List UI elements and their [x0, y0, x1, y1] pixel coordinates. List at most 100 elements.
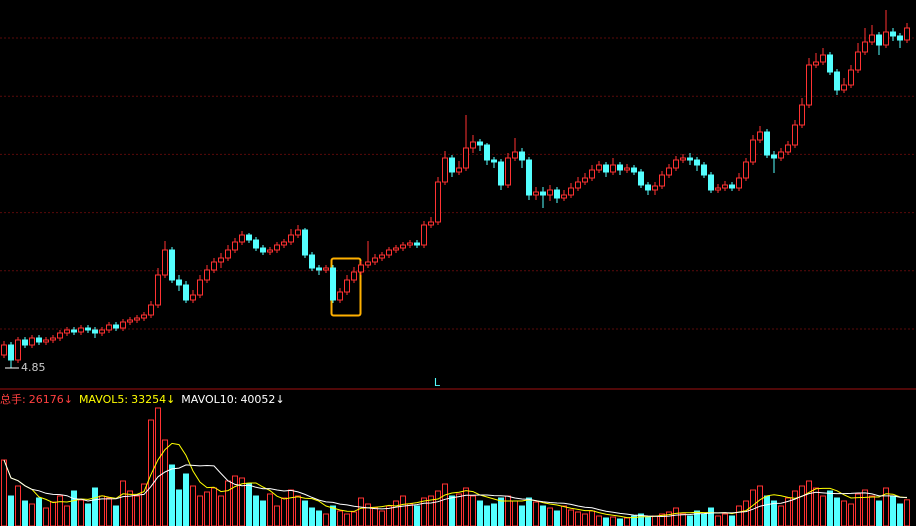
volume-bar — [624, 517, 630, 526]
volume-bar — [323, 513, 329, 526]
volume-bar — [764, 495, 770, 526]
volume-bar — [190, 485, 196, 526]
candle-body — [708, 174, 714, 191]
candle-body — [400, 244, 406, 249]
candle-body — [421, 224, 427, 246]
candle-body — [274, 244, 280, 251]
candle-body — [694, 159, 700, 166]
legend-label: MAVOL5: — [79, 393, 128, 406]
candle-body — [386, 249, 392, 256]
candle-body — [78, 327, 84, 333]
candle-body — [428, 221, 434, 226]
volume-bar — [169, 464, 175, 526]
candle-body — [568, 187, 574, 196]
volume-bar — [106, 497, 112, 526]
volume-bar — [610, 516, 616, 526]
candle-body — [519, 151, 525, 161]
candle-body — [610, 164, 616, 173]
candle-body — [757, 131, 763, 141]
volume-bar — [92, 487, 98, 526]
candle-body — [883, 31, 889, 46]
volume-bar — [43, 507, 49, 526]
candle-body — [330, 267, 336, 301]
candle-body — [169, 249, 175, 281]
candle-body — [652, 185, 658, 191]
volume-bar — [71, 490, 77, 526]
volume-bar — [659, 513, 665, 526]
candle-body — [561, 194, 567, 199]
candle-body — [701, 164, 707, 176]
candle-body — [596, 164, 602, 171]
candle-body — [575, 181, 581, 189]
candle-body — [687, 157, 693, 161]
legend-arrow: ↓ — [166, 393, 175, 406]
grid — [0, 37, 916, 330]
volume-bar — [134, 495, 140, 526]
candle-body — [316, 267, 322, 271]
volume-bar — [463, 487, 469, 526]
volume-bar — [260, 500, 266, 526]
volume-bar — [491, 503, 497, 526]
low-label: 4.85 — [21, 361, 46, 374]
candle-body — [764, 131, 770, 156]
volume-bar — [792, 490, 798, 526]
candle-body — [253, 239, 259, 249]
candle-body — [211, 261, 217, 271]
candle-body — [267, 249, 273, 253]
legend-label: MAVOL10: — [181, 393, 237, 406]
volume-bar — [512, 500, 518, 526]
candle-body — [379, 254, 385, 259]
candle-body — [344, 279, 350, 293]
volume-bar — [806, 480, 812, 526]
volume-bar — [526, 497, 532, 526]
candle-body — [372, 257, 378, 263]
volume-bar — [85, 503, 91, 526]
volume-bar — [15, 485, 21, 526]
candle-body — [162, 249, 168, 276]
candle-body — [183, 284, 189, 301]
candle-body — [666, 167, 672, 176]
volume-bar — [218, 495, 224, 526]
candle-body — [624, 167, 630, 171]
candle-body — [792, 124, 798, 146]
volume-bar — [785, 497, 791, 526]
volume-bar — [582, 513, 588, 526]
candle-body — [57, 332, 63, 339]
volume-bar — [232, 475, 238, 526]
candle-body — [512, 151, 518, 159]
candle-body — [197, 279, 203, 296]
candle-body — [15, 339, 21, 361]
candle-body — [617, 164, 623, 171]
volume-bar — [176, 489, 182, 526]
candle-body — [1, 344, 7, 356]
volume-bar — [141, 483, 147, 526]
candle-body — [477, 141, 483, 146]
candle-body — [148, 304, 154, 316]
volume-bar — [246, 483, 252, 526]
volume-bar — [99, 495, 105, 526]
volume-bar — [876, 500, 882, 526]
volume-bar — [589, 510, 595, 526]
volume-bar — [561, 505, 567, 526]
volume-bar — [498, 497, 504, 526]
candle-body — [862, 41, 868, 53]
volume-bar — [302, 500, 308, 526]
volume-bar — [57, 495, 63, 526]
volume-bar — [330, 505, 336, 526]
candle-body — [120, 321, 126, 329]
candle-body — [190, 294, 196, 301]
volume-bar — [778, 505, 784, 526]
volume-bar — [29, 503, 35, 526]
volume-bar — [197, 495, 203, 526]
volume-bar — [309, 507, 315, 526]
volume-bar — [687, 515, 693, 526]
candle-body — [218, 257, 224, 263]
candle-body — [288, 234, 294, 243]
candle-body — [876, 34, 882, 46]
volume-bar — [820, 495, 826, 526]
volume-bar — [533, 501, 539, 526]
volume-bar — [148, 419, 154, 526]
candle-body — [799, 104, 805, 126]
volume-bar — [1, 459, 7, 526]
volume-bar — [603, 517, 609, 526]
